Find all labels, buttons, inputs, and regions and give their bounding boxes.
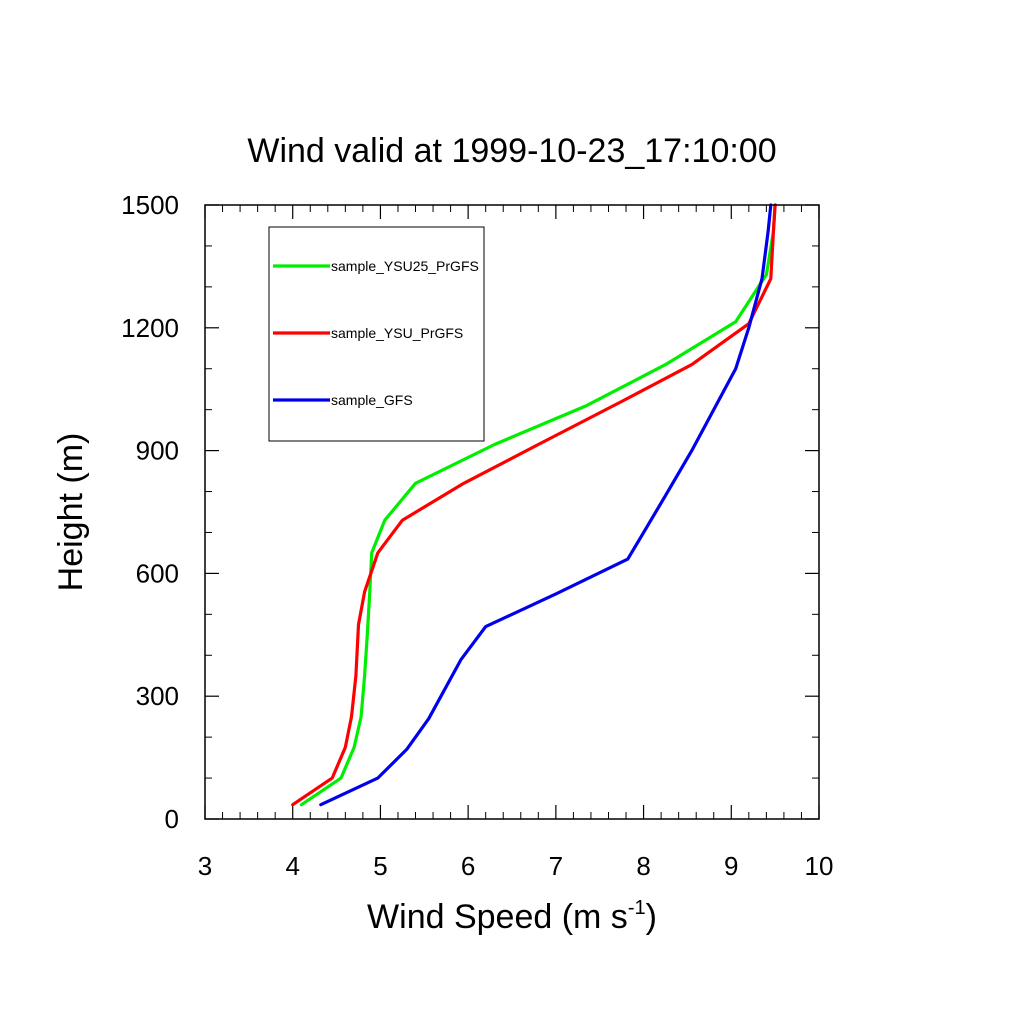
series-line-1 — [299, 203, 777, 807]
x-tick-labels: 3 4 5 6 7 8 9 10 — [198, 851, 834, 881]
x-tick-label: 8 — [636, 851, 650, 881]
plot-frame — [204, 204, 820, 820]
x-tick-label: 6 — [461, 851, 475, 881]
y-tick-label: 1200 — [121, 313, 179, 343]
x-tick-label: 3 — [198, 851, 212, 881]
x-tick-label: 7 — [549, 851, 563, 881]
y-tick-label: 1500 — [121, 190, 179, 220]
y-tick-label: 0 — [165, 804, 179, 834]
y-axis-label: Height (m) — [52, 433, 90, 592]
x-tick-label: 10 — [805, 851, 834, 881]
x-tick-label: 9 — [724, 851, 738, 881]
legend: sample_YSU25_PrGFS sample_YSU_PrGFSsample… — [268, 226, 485, 442]
y-tick-labels: 0 300 600 900 1200 1500 — [121, 190, 179, 834]
x-tick-label: 4 — [285, 851, 299, 881]
x-axis-label: Wind Speed (m s-1) — [367, 897, 657, 936]
series-line-2 — [291, 203, 777, 807]
chart-title: Wind valid at 1999-10-23_17:10:00 — [247, 132, 776, 170]
y-tick-label: 900 — [136, 436, 179, 466]
x-axis-label-main: Wind Speed (m s — [367, 898, 628, 936]
series-line-3 — [319, 203, 773, 807]
x-axis-label-close: ) — [646, 898, 657, 936]
x-axis-label-superscript: -1 — [628, 897, 646, 919]
y-tick-label: 600 — [136, 558, 179, 588]
x-tick-label: 5 — [373, 851, 387, 881]
y-tick-label: 300 — [136, 681, 179, 711]
legend-label-1: sample_YSU25_PrGFS — [331, 258, 479, 274]
legend-label-2: sample_YSU_PrGFS — [331, 325, 463, 341]
legend-label-3: sample_GFS — [331, 392, 413, 408]
series-lines — [291, 203, 777, 807]
